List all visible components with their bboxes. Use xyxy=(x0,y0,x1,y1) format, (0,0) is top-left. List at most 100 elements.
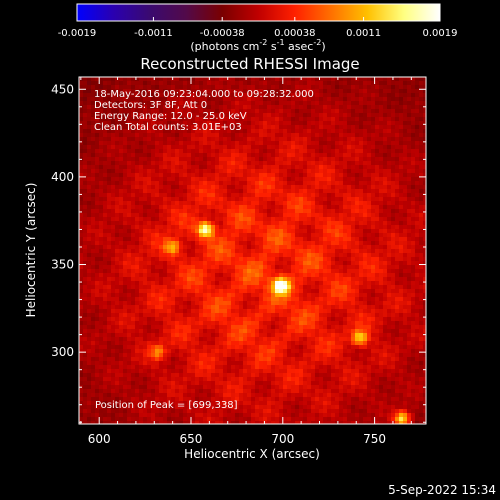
heatmap-cell xyxy=(311,133,315,137)
heatmap-cell xyxy=(395,125,399,129)
heatmap-cell xyxy=(391,113,395,117)
heatmap-cell xyxy=(111,237,115,241)
heatmap-cell xyxy=(371,149,375,153)
heatmap-cell xyxy=(287,173,291,177)
heatmap-cell xyxy=(327,277,331,281)
heatmap-cell xyxy=(295,117,299,121)
heatmap-cell xyxy=(311,149,315,153)
heatmap-cell xyxy=(415,289,419,293)
heatmap-cell xyxy=(359,189,363,193)
heatmap-cell xyxy=(219,253,223,257)
heatmap-cell xyxy=(123,161,127,165)
heatmap-cell xyxy=(267,197,271,201)
heatmap-cell xyxy=(335,213,339,217)
heatmap-cell xyxy=(91,137,95,141)
heatmap-cell xyxy=(359,269,363,273)
heatmap-cell xyxy=(283,165,287,169)
heatmap-cell xyxy=(239,117,243,121)
heatmap-cell xyxy=(407,301,411,305)
heatmap-cell xyxy=(207,141,211,145)
heatmap-cell xyxy=(211,229,215,233)
heatmap-cell xyxy=(199,129,203,133)
heatmap-cell xyxy=(99,285,103,289)
heatmap-cell xyxy=(143,289,147,293)
heatmap-cell xyxy=(375,185,379,189)
heatmap-cell xyxy=(347,233,351,237)
heatmap-cell xyxy=(335,249,339,253)
heatmap-cell xyxy=(403,145,407,149)
heatmap-cell xyxy=(267,109,271,113)
heatmap-cell xyxy=(295,101,299,105)
heatmap-cell xyxy=(243,241,247,245)
heatmap-cell xyxy=(231,189,235,193)
heatmap-cell xyxy=(275,93,279,97)
heatmap-cell xyxy=(307,101,311,105)
heatmap-cell xyxy=(307,129,311,133)
heatmap-cell xyxy=(203,193,207,197)
heatmap-cell xyxy=(299,117,303,121)
heatmap-cell xyxy=(175,133,179,137)
heatmap-cell xyxy=(195,117,199,121)
heatmap-cell xyxy=(267,237,271,241)
heatmap-cell xyxy=(131,269,135,273)
heatmap-cell xyxy=(99,109,103,113)
heatmap-cell xyxy=(243,197,247,201)
heatmap-cell xyxy=(391,177,395,181)
heatmap-cell xyxy=(191,141,195,145)
heatmap-cell xyxy=(203,145,207,149)
heatmap-cell xyxy=(315,129,319,133)
heatmap-cell xyxy=(263,153,267,157)
heatmap-cell xyxy=(407,161,411,165)
heatmap-cell xyxy=(131,285,135,289)
heatmap-cell xyxy=(251,245,255,249)
heatmap-cell xyxy=(315,181,319,185)
heatmap-cell xyxy=(343,97,347,101)
heatmap-cell xyxy=(99,253,103,257)
heatmap-cell xyxy=(87,125,91,129)
heatmap-cell xyxy=(291,201,295,205)
heatmap-cell xyxy=(231,245,235,249)
heatmap-cell xyxy=(211,117,215,121)
heatmap-cell xyxy=(319,117,323,121)
heatmap-cell xyxy=(415,133,419,137)
heatmap-cell xyxy=(279,85,283,89)
heatmap-cell xyxy=(171,249,175,253)
heatmap-cell xyxy=(271,261,275,265)
heatmap-cell xyxy=(199,81,203,85)
heatmap-cell xyxy=(135,77,139,81)
heatmap-cell xyxy=(403,277,407,281)
heatmap-cell xyxy=(403,133,407,137)
heatmap-cell xyxy=(123,233,127,237)
chart-title: Reconstructed RHESSI Image xyxy=(140,55,359,73)
heatmap-cell xyxy=(383,125,387,129)
heatmap-cell xyxy=(99,293,103,297)
heatmap-cell xyxy=(291,137,295,141)
heatmap-cell xyxy=(167,93,171,97)
heatmap-cell xyxy=(351,81,355,85)
heatmap-cell xyxy=(299,125,303,129)
heatmap-cell xyxy=(343,89,347,93)
heatmap-cell xyxy=(119,305,123,309)
heatmap-cell xyxy=(383,261,387,265)
heatmap-cell xyxy=(83,137,87,141)
heatmap-cell xyxy=(123,125,127,129)
heatmap-cell xyxy=(187,189,191,193)
heatmap-cell xyxy=(311,145,315,149)
heatmap-cell xyxy=(267,113,271,117)
heatmap-cell xyxy=(151,213,155,217)
heatmap-cell xyxy=(215,281,219,285)
heatmap-cell xyxy=(371,197,375,201)
heatmap-cell xyxy=(91,289,95,293)
heatmap-cell xyxy=(183,209,187,213)
heatmap-cell xyxy=(135,197,139,201)
heatmap-cell xyxy=(227,161,231,165)
heatmap-cell xyxy=(351,193,355,197)
heatmap-cell xyxy=(127,241,131,245)
heatmap-cell xyxy=(351,117,355,121)
heatmap-cell xyxy=(127,201,131,205)
heatmap-cell xyxy=(103,293,107,297)
heatmap-cell xyxy=(155,77,159,81)
heatmap-cell xyxy=(339,117,343,121)
heatmap-cell xyxy=(351,137,355,141)
heatmap-cell xyxy=(367,173,371,177)
